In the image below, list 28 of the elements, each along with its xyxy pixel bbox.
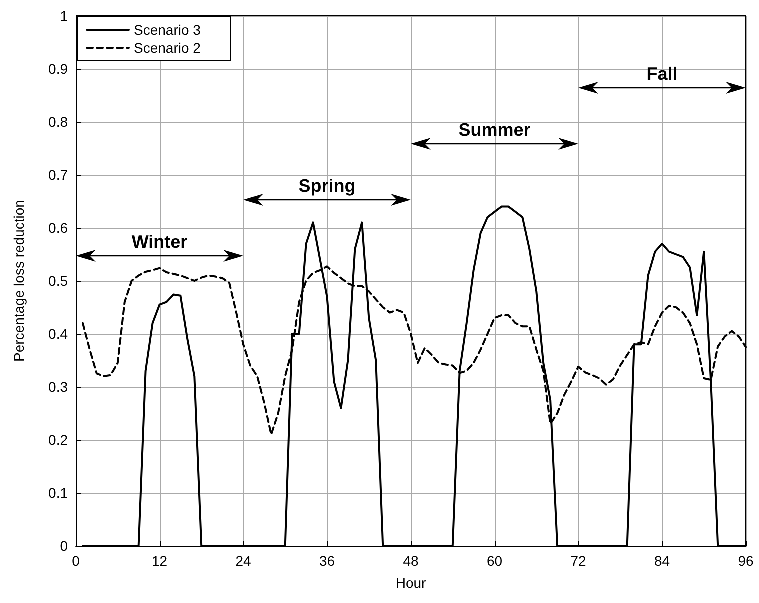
annotation: Summer <box>458 120 531 140</box>
y-tick-label: 0.3 <box>48 379 68 395</box>
y-tick-label: 0.4 <box>48 326 68 342</box>
x-tick-label: 48 <box>403 553 419 569</box>
x-tick-label: 24 <box>236 553 252 569</box>
y-tick-label: 0.2 <box>48 432 68 448</box>
y-tick-label: 1 <box>60 8 68 24</box>
y-axis-title: Percentage loss reduction <box>11 200 27 362</box>
y-tick-label: 0.6 <box>48 220 68 236</box>
x-tick-label: 96 <box>738 553 754 569</box>
y-tick-label: 0.9 <box>48 61 68 77</box>
x-tick-label: 72 <box>570 553 586 569</box>
y-tick-label: 0.1 <box>48 485 68 501</box>
x-tick-label: 36 <box>319 553 336 569</box>
x-tick-label: 60 <box>486 553 503 569</box>
y-tick-label: 0.5 <box>48 273 68 289</box>
x-axis-title: Hour <box>396 575 427 591</box>
y-tick-label: 0.7 <box>48 167 68 183</box>
annotation: Fall <box>646 64 678 84</box>
legend-label: Scenario 2 <box>134 40 202 56</box>
y-tick-label: 0 <box>60 538 68 554</box>
x-tick-label: 12 <box>152 553 168 569</box>
annotation: Spring <box>298 176 356 196</box>
y-tick-label: 0.8 <box>48 114 68 130</box>
x-tick-label: 84 <box>654 553 670 569</box>
legend-label: Scenario 3 <box>134 22 202 38</box>
x-tick-label: 0 <box>72 553 80 569</box>
annotation: Winter <box>132 232 188 252</box>
